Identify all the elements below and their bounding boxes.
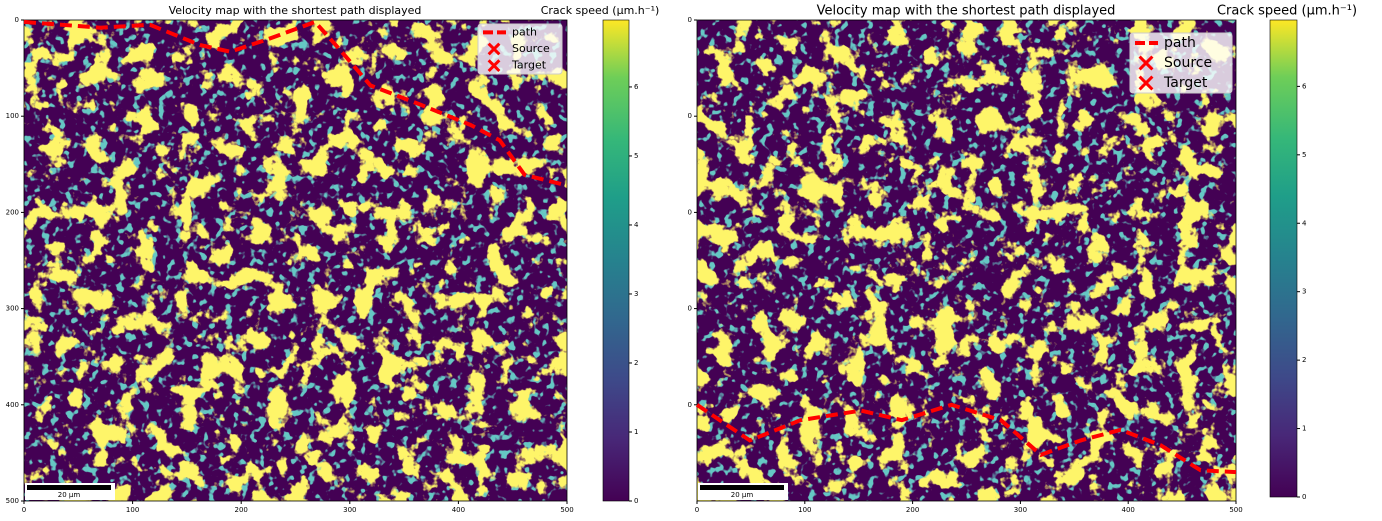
legend-label: Target <box>1163 75 1208 91</box>
y-tick-label: 0 <box>688 16 692 24</box>
scale-bar-label: 20 μm <box>58 491 81 499</box>
x-tick-label: 400 <box>1122 506 1135 514</box>
colorbar-tick-label: 1 <box>1302 425 1306 433</box>
x-tick-label: 400 <box>452 506 465 514</box>
y-tick-label: 0 <box>688 112 692 120</box>
legend-box <box>1129 32 1233 94</box>
legend-marker <box>1138 75 1154 91</box>
heatmap-texture <box>24 20 567 501</box>
legend-label: Source <box>1164 55 1212 71</box>
colorbar-tick-label: 4 <box>1302 219 1307 227</box>
y-tick-label: 0 <box>15 16 19 24</box>
axes-frame <box>23 19 568 502</box>
x-tick-label: 100 <box>798 506 811 514</box>
colorbar-tick-label: 2 <box>634 359 638 367</box>
y-tick-label: 0 <box>688 305 692 313</box>
shortest-path <box>23 19 568 188</box>
y-tick-label: 300 <box>6 305 19 313</box>
legend-label: path <box>512 25 537 38</box>
colorbar-tick-label: 0 <box>634 497 638 505</box>
colorbar-tick-label: 6 <box>1302 82 1307 90</box>
legend-marker <box>487 42 501 56</box>
legend-label: Source <box>512 42 550 55</box>
colorbar-tick-label: 2 <box>1302 356 1306 364</box>
colorbar-tick-label: 3 <box>634 290 638 298</box>
axes-frame <box>696 19 1237 502</box>
x-tick-label: 500 <box>560 506 573 514</box>
shortest-path <box>695 402 1237 475</box>
colorbar-tick-label: 5 <box>634 152 638 160</box>
scale-bar-label: 20 μm <box>731 491 754 499</box>
colorbar-tick-label: 3 <box>1302 288 1306 296</box>
y-tick-label: 500 <box>6 497 19 505</box>
x-tick-label: 300 <box>343 506 356 514</box>
colorbar-tick-label: 4 <box>634 221 639 229</box>
scale-bar <box>700 485 784 490</box>
colorbar <box>1269 19 1298 498</box>
y-tick-label: 400 <box>6 401 19 409</box>
scale-bar <box>27 485 111 490</box>
x-tick-label: 100 <box>126 506 139 514</box>
colorbar-label: Crack speed (μm.h⁻¹) <box>1217 4 1357 19</box>
x-tick-label: 0 <box>22 506 26 514</box>
x-tick-label: 200 <box>235 506 248 514</box>
colorbar-tick-label: 6 <box>634 83 639 91</box>
legend-marker <box>487 59 501 73</box>
chart-title: Velocity map with the shortest path disp… <box>169 4 422 17</box>
y-tick-label: 0 <box>688 401 692 409</box>
colorbar-label: Crack speed (μm.h⁻¹) <box>541 4 660 17</box>
legend-marker <box>1138 55 1154 71</box>
x-tick-label: 300 <box>1014 506 1027 514</box>
legend-label: Target <box>511 59 547 72</box>
colorbar-tick-label: 0 <box>1302 493 1306 501</box>
colorbar-tick-label: 1 <box>634 428 638 436</box>
legend-label: path <box>1164 35 1196 51</box>
y-tick-label: 200 <box>6 208 19 216</box>
chart-title: Velocity map with the shortest path disp… <box>817 4 1116 19</box>
x-tick-label: 0 <box>695 506 699 514</box>
heatmap-texture <box>697 20 1236 501</box>
y-tick-label: 0 <box>688 208 692 216</box>
x-tick-label: 500 <box>1229 506 1242 514</box>
colorbar <box>602 19 630 502</box>
y-tick-label: 100 <box>6 112 19 120</box>
colorbar-tick-label: 5 <box>1302 151 1306 159</box>
x-tick-label: 200 <box>906 506 919 514</box>
